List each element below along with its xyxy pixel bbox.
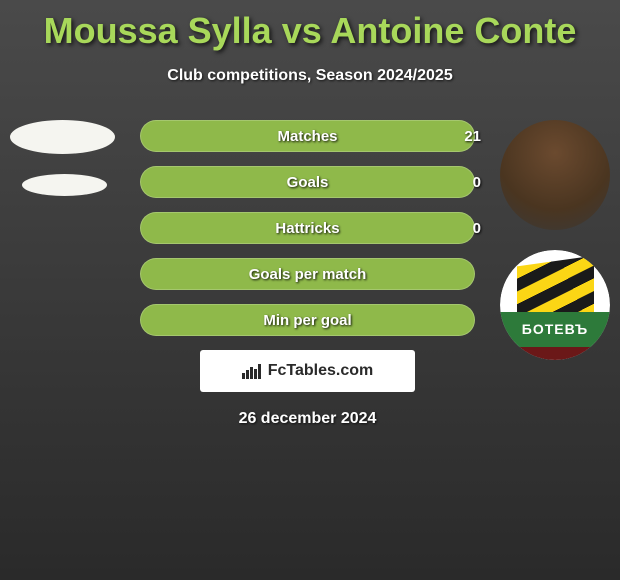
placeholder-oval-1 <box>10 120 115 154</box>
stat-value: 0 <box>473 220 481 237</box>
chart-icon <box>242 363 262 379</box>
page-title: Moussa Sylla vs Antoine Conte <box>0 0 620 52</box>
stat-label: Goals <box>140 174 475 191</box>
stat-label: Goals per match <box>140 266 475 283</box>
left-placeholders <box>10 120 115 196</box>
player-avatar <box>500 120 610 230</box>
right-avatars: БОТЕВЪ <box>500 120 610 380</box>
stat-label: Matches <box>140 128 475 145</box>
stat-value: 21 <box>464 128 481 145</box>
stat-label: Min per goal <box>140 312 475 329</box>
stat-bar-gpm: Goals per match <box>140 258 475 290</box>
club-logo-bottom <box>500 347 610 360</box>
stat-bar-hattricks: Hattricks 0 <box>140 212 475 244</box>
stat-bar-goals: Goals 0 <box>140 166 475 198</box>
stats-area: Matches 21 Goals 0 Hattricks 0 Goals per… <box>140 120 475 428</box>
club-logo-band: БОТЕВЪ <box>500 312 610 347</box>
watermark: FcTables.com <box>200 350 415 392</box>
watermark-text: FcTables.com <box>268 362 374 380</box>
date-text: 26 december 2024 <box>140 410 475 428</box>
club-logo-circle: БОТЕВЪ <box>500 250 610 360</box>
stat-bar-mpg: Min per goal <box>140 304 475 336</box>
stat-value: 0 <box>473 174 481 191</box>
stat-bar-matches: Matches 21 <box>140 120 475 152</box>
subtitle: Club competitions, Season 2024/2025 <box>0 67 620 85</box>
placeholder-oval-2 <box>22 174 107 196</box>
club-logo: БОТЕВЪ <box>500 250 610 360</box>
stat-label: Hattricks <box>140 220 475 237</box>
